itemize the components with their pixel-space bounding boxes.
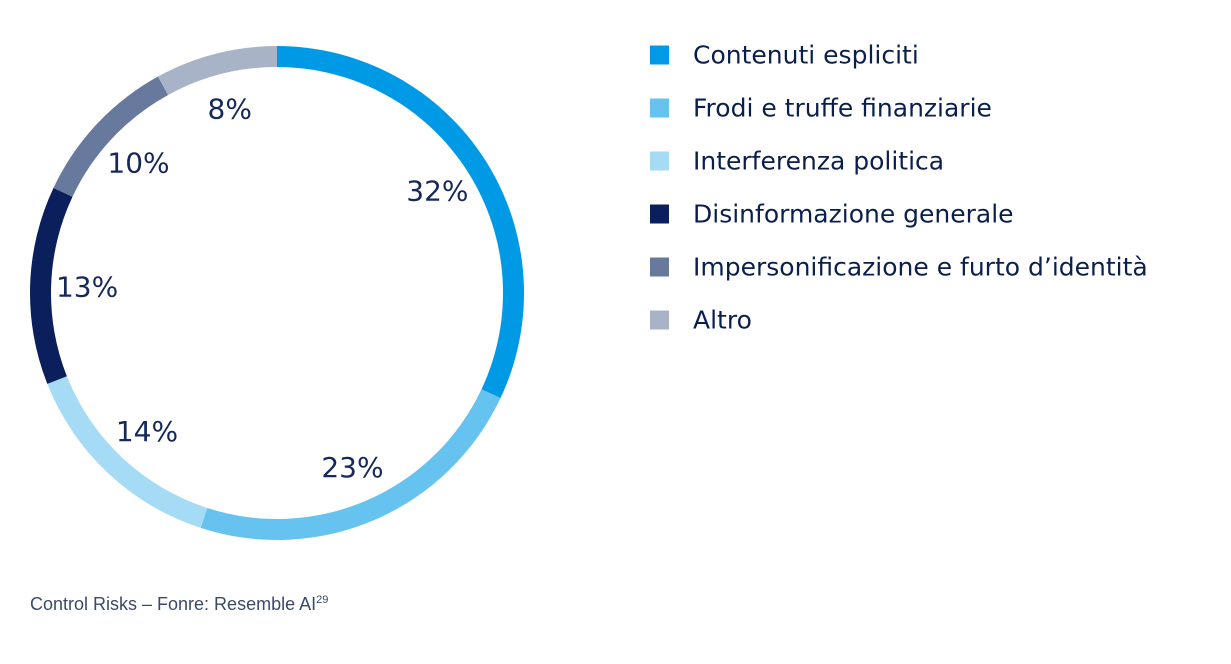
legend-label-disinformazione-generale: Disinformazione generale <box>693 200 1014 229</box>
legend-swatch-contenuti-espliciti <box>650 45 669 65</box>
source-note: Control Risks – Fonre: Resemble AI29 <box>30 594 328 615</box>
slice-altro <box>158 46 277 95</box>
legend-swatch-frodi-e-truffe-finanziarie <box>650 98 669 118</box>
legend-label-interferenza-politica: Interferenza politica <box>693 147 944 176</box>
slice-label-altro: 8% <box>208 92 252 125</box>
slice-label-interferenza-politica: 14% <box>116 415 178 448</box>
legend-label-contenuti-espliciti: Contenuti espliciti <box>693 41 919 70</box>
slice-label-impersonificazione-e-furto-d-identita: 10% <box>107 146 169 179</box>
legend-label-altro: Altro <box>693 306 752 335</box>
legend-label-impersonificazione-e-furto-d-identita: Impersonificazione e furto d’identità <box>693 253 1148 282</box>
slice-frodi-e-truffe-finanziarie <box>200 389 501 540</box>
slice-disinformazione-generale <box>30 187 73 384</box>
legend-swatch-impersonificazione-e-furto-d-identita <box>650 257 669 277</box>
slice-impersonificazione-e-furto-d-identita <box>53 76 169 197</box>
source-text: Control Risks – Fonre: Resemble AI <box>30 594 317 614</box>
slice-label-contenuti-espliciti: 32% <box>406 175 468 208</box>
legend-swatch-disinformazione-generale <box>650 204 669 224</box>
source-footnote: 29 <box>316 594 329 606</box>
legend-swatch-interferenza-politica <box>650 151 669 171</box>
slice-label-disinformazione-generale: 13% <box>56 271 118 304</box>
legend: Contenuti espliciti Frodi e truffe finanz… <box>650 41 1148 335</box>
legend-swatch-altro <box>650 310 669 330</box>
slice-contenuti-espliciti <box>277 46 524 399</box>
slice-label-frodi-e-truffe-finanziarie: 23% <box>321 451 383 484</box>
donut-slices <box>30 46 524 540</box>
slice-labels: 32% 23% 14% 13% 10% 8% <box>56 92 469 483</box>
slice-interferenza-politica <box>47 376 208 528</box>
legend-label-frodi-e-truffe-finanziarie: Frodi e truffe finanziarie <box>693 94 992 123</box>
